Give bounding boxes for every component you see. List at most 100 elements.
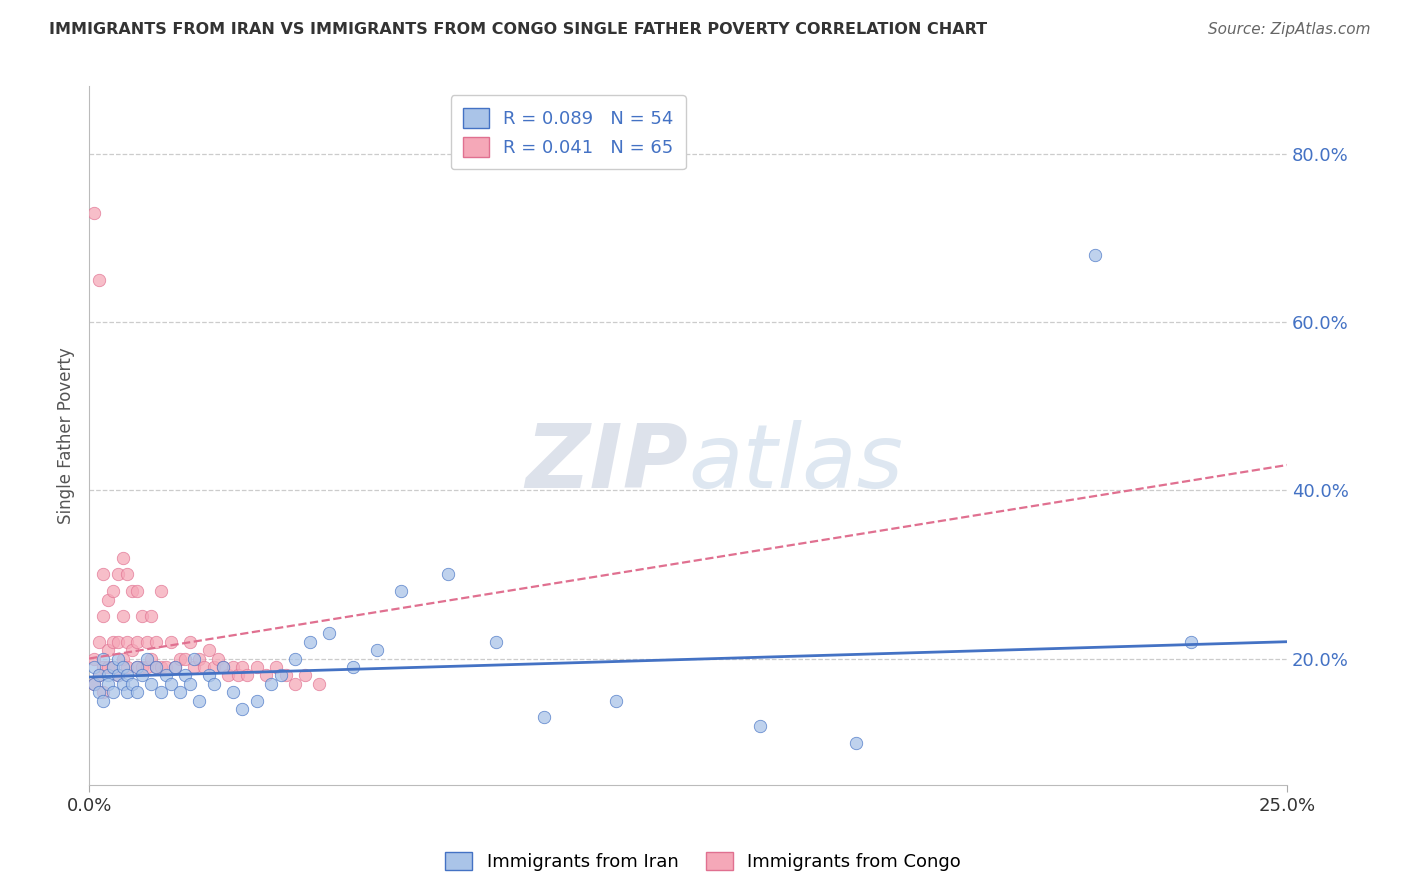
Point: [308, 677, 330, 691]
Point: [121, 643, 143, 657]
Point: [83, 677, 105, 691]
Point: [155, 668, 177, 682]
Point: [1180, 634, 1202, 648]
Point: [117, 567, 139, 582]
Point: [845, 736, 868, 750]
Point: [83, 651, 105, 665]
Point: [342, 660, 364, 674]
Point: [87, 273, 110, 287]
Point: [212, 660, 235, 674]
Point: [101, 660, 124, 674]
Point: [111, 609, 134, 624]
Point: [212, 660, 235, 674]
Point: [159, 677, 181, 691]
Point: [141, 609, 163, 624]
Point: [93, 660, 115, 674]
Point: [226, 668, 249, 682]
Point: [749, 719, 772, 733]
Point: [93, 693, 115, 707]
Point: [605, 693, 627, 707]
Point: [135, 651, 157, 665]
Point: [117, 634, 139, 648]
Point: [188, 651, 211, 665]
Point: [121, 584, 143, 599]
Point: [117, 685, 139, 699]
Point: [1084, 247, 1107, 261]
Point: [222, 685, 245, 699]
Point: [183, 660, 205, 674]
Point: [179, 677, 201, 691]
Point: [87, 668, 110, 682]
Point: [117, 668, 139, 682]
Point: [145, 634, 167, 648]
Point: [260, 677, 283, 691]
Point: [135, 660, 157, 674]
Point: [87, 685, 110, 699]
Point: [101, 660, 124, 674]
Point: [193, 660, 215, 674]
Point: [169, 685, 191, 699]
Point: [87, 634, 110, 648]
Point: [298, 634, 321, 648]
Point: [93, 567, 115, 582]
Point: [107, 668, 129, 682]
Point: [131, 660, 153, 674]
Point: [284, 651, 307, 665]
Point: [93, 609, 115, 624]
Point: [93, 685, 115, 699]
Point: [165, 660, 187, 674]
Point: [111, 651, 134, 665]
Point: [101, 685, 124, 699]
Point: [125, 584, 148, 599]
Point: [485, 634, 508, 648]
Point: [131, 668, 153, 682]
Text: Source: ZipAtlas.com: Source: ZipAtlas.com: [1208, 22, 1371, 37]
Point: [198, 643, 221, 657]
Point: [125, 660, 148, 674]
Point: [83, 205, 105, 219]
Point: [125, 685, 148, 699]
Point: [97, 677, 120, 691]
Point: [231, 702, 253, 716]
Point: [107, 651, 129, 665]
Point: [264, 660, 287, 674]
Point: [366, 643, 388, 657]
Point: [533, 710, 555, 724]
Point: [188, 693, 211, 707]
Point: [149, 685, 172, 699]
Point: [284, 677, 307, 691]
Point: [202, 677, 225, 691]
Text: atlas: atlas: [688, 420, 903, 507]
Point: [97, 643, 120, 657]
Point: [93, 651, 115, 665]
Point: [125, 634, 148, 648]
Point: [97, 592, 120, 607]
Legend: Immigrants from Iran, Immigrants from Congo: Immigrants from Iran, Immigrants from Co…: [437, 845, 969, 879]
Point: [149, 584, 172, 599]
Point: [141, 651, 163, 665]
Point: [155, 660, 177, 674]
Point: [149, 660, 172, 674]
Point: [274, 668, 297, 682]
Point: [97, 668, 120, 682]
Point: [159, 634, 181, 648]
Point: [318, 626, 340, 640]
Point: [145, 660, 167, 674]
Legend: R = 0.089   N = 54, R = 0.041   N = 65: R = 0.089 N = 54, R = 0.041 N = 65: [450, 95, 686, 169]
Point: [135, 634, 157, 648]
Point: [107, 668, 129, 682]
Point: [111, 677, 134, 691]
Point: [87, 668, 110, 682]
Point: [437, 567, 460, 582]
Point: [198, 668, 221, 682]
Point: [121, 677, 143, 691]
Point: [83, 677, 105, 691]
Point: [246, 693, 269, 707]
Point: [174, 668, 197, 682]
Point: [202, 660, 225, 674]
Point: [107, 567, 129, 582]
Y-axis label: Single Father Poverty: Single Father Poverty: [58, 347, 75, 524]
Point: [246, 660, 269, 674]
Text: IMMIGRANTS FROM IRAN VS IMMIGRANTS FROM CONGO SINGLE FATHER POVERTY CORRELATION : IMMIGRANTS FROM IRAN VS IMMIGRANTS FROM …: [49, 22, 987, 37]
Point: [145, 660, 167, 674]
